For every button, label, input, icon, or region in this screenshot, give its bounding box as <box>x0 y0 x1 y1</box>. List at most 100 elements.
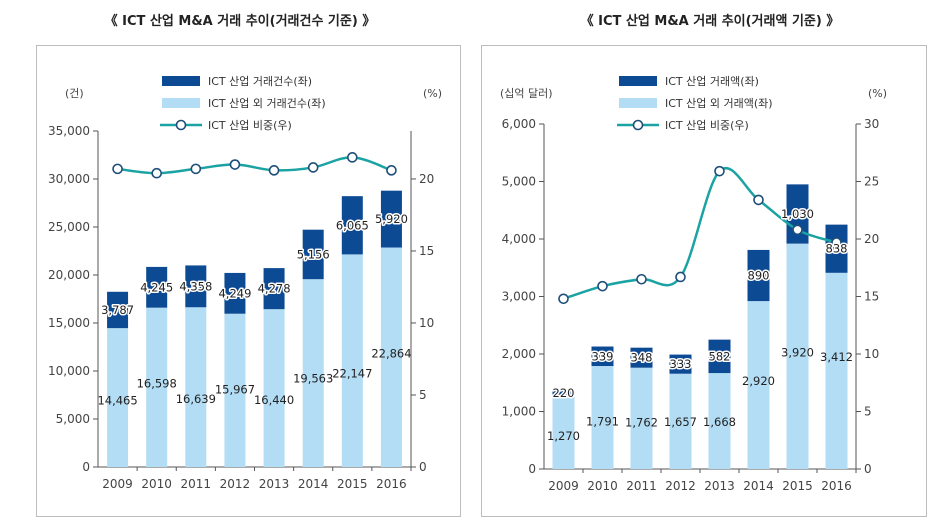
bar-ict <box>302 229 324 280</box>
non-ict-data-label: 16,440 <box>254 393 294 407</box>
share-point <box>190 163 202 175</box>
right-tick-label: 0 <box>864 462 872 476</box>
bar-ict <box>669 354 692 374</box>
right-tick-label: 20 <box>419 172 434 186</box>
bar-ict <box>107 291 129 329</box>
right-tick-label: 0 <box>419 460 427 474</box>
ict-data-label: 5,920 <box>375 212 408 226</box>
left-tick-label: 30,000 <box>48 172 90 186</box>
non-ict-data-label: 19,563 <box>293 371 333 385</box>
share-point <box>268 165 280 176</box>
share-point <box>229 159 241 170</box>
left-tick-label: 4,000 <box>502 232 536 246</box>
left-unit-label: (건) <box>65 87 84 100</box>
left-tick-label: 2,000 <box>502 347 536 361</box>
x-tick-label: 2009 <box>102 477 133 491</box>
share-point <box>112 163 123 175</box>
x-tick-label: 2014 <box>743 479 774 493</box>
x-tick-label: 2011 <box>626 479 657 493</box>
legend-label-ict: ICT 산업 거래액(좌) <box>665 75 759 88</box>
ict-data-label: 4,278 <box>258 282 291 296</box>
left-tick-label: 35,000 <box>48 124 90 138</box>
ict-data-label-halo: 1,030 <box>781 207 814 221</box>
chart-panel-amount: 0 1,000 2,000 3,000 4,000 5,000 6,000 0 5 10 15 20 2… <box>481 45 927 517</box>
x-tick-label: 2016 <box>821 479 852 493</box>
non-ict-data-label: 16,639 <box>176 392 216 406</box>
right-unit-label: (%) <box>868 87 887 100</box>
share-point <box>386 165 397 176</box>
chart-amount-svg: 0 1,000 2,000 3,000 4,000 5,000 6,000 0 5 10 15 20 2… <box>500 75 887 493</box>
share-point <box>675 271 686 283</box>
share-point <box>347 152 358 163</box>
ict-data-label-halo: 890 <box>748 269 770 283</box>
non-ict-data-label: 14,465 <box>97 394 137 408</box>
legend-swatch-share-point <box>175 119 187 131</box>
share-line <box>563 167 837 300</box>
right-tick-label: 10 <box>419 316 434 330</box>
legend-label-share: ICT 산업 비중(우) <box>208 119 292 132</box>
non-ict-data-label: 22,864 <box>371 346 411 360</box>
share-point <box>831 237 842 248</box>
right-tick-label: 30 <box>864 117 879 131</box>
bar-non-ict <box>669 373 692 469</box>
legend-swatch-ict <box>162 76 200 86</box>
bar-ict <box>185 265 207 308</box>
bar-ict <box>825 224 848 273</box>
ict-data-label: 333 <box>670 357 692 371</box>
right-tick-label: 15 <box>419 244 434 258</box>
x-tick-label: 2010 <box>587 479 618 493</box>
bar-ict <box>341 196 363 255</box>
bar-non-ict <box>552 395 575 469</box>
bar-ict <box>747 249 770 302</box>
left-tick-label: 3,000 <box>502 290 536 304</box>
non-ict-data-label: 1,762 <box>625 415 658 429</box>
left-tick-label: 25,000 <box>48 220 90 234</box>
ict-data-label-halo: 4,358 <box>179 279 212 293</box>
bar-non-ict <box>747 301 770 469</box>
ict-data-label-halo: 4,245 <box>140 280 173 294</box>
left-tick-label: 0 <box>528 462 536 476</box>
left-tick-label: 5,000 <box>56 412 90 426</box>
ict-data-label: 339 <box>592 349 614 363</box>
share-point <box>597 280 608 292</box>
bar-non-ict <box>591 366 614 469</box>
legend-label-non-ict: ICT 산업 외 거래건수(좌) <box>208 97 326 110</box>
left-tick-label: 15,000 <box>48 316 90 330</box>
x-tick-label: 2009 <box>548 479 579 493</box>
ict-data-label: 4,249 <box>218 286 251 300</box>
ict-data-label-halo: 6,065 <box>336 218 369 232</box>
right-tick-label: 5 <box>864 405 872 419</box>
x-tick-label: 2013 <box>704 479 735 493</box>
share-point <box>636 273 647 285</box>
non-ict-data-label: 22,147 <box>332 367 372 381</box>
bar-ict <box>591 346 614 367</box>
bar-ict <box>380 190 402 248</box>
share-point <box>792 224 803 236</box>
non-ict-data-label: 3,412 <box>820 350 853 364</box>
right-tick-label: 20 <box>864 232 879 246</box>
ict-data-label: 348 <box>631 351 653 365</box>
ict-data-label: 1,030 <box>781 207 814 221</box>
left-tick-label: 5,000 <box>502 175 536 189</box>
bar-ict <box>630 347 653 368</box>
bar-non-ict <box>825 272 848 469</box>
non-ict-data-label: 1,657 <box>664 415 697 429</box>
right-unit-label: (%) <box>423 87 442 100</box>
left-tick-label: 1,000 <box>502 405 536 419</box>
bar-ict <box>708 339 731 374</box>
chart-count-svg: 0 5,000 10,000 15,000 20,000 25,000 30,000 35,0… <box>48 75 442 491</box>
ict-data-label-halo: 4,249 <box>218 286 251 300</box>
non-ict-data-label: 2,920 <box>742 374 775 388</box>
ict-data-label-halo: 5,920 <box>375 212 408 226</box>
bar-non-ict <box>786 243 809 469</box>
x-tick-label: 2012 <box>220 477 251 491</box>
x-tick-label: 2013 <box>259 477 290 491</box>
non-ict-data-label: 1,270 <box>547 429 580 443</box>
bar-non-ict <box>185 307 207 467</box>
x-tick-label: 2016 <box>376 477 407 491</box>
right-tick-label: 15 <box>864 290 879 304</box>
bar-non-ict <box>380 247 402 467</box>
left-tick-label: 10,000 <box>48 364 90 378</box>
x-tick-label: 2012 <box>665 479 696 493</box>
legend-swatch-ict <box>619 76 657 86</box>
